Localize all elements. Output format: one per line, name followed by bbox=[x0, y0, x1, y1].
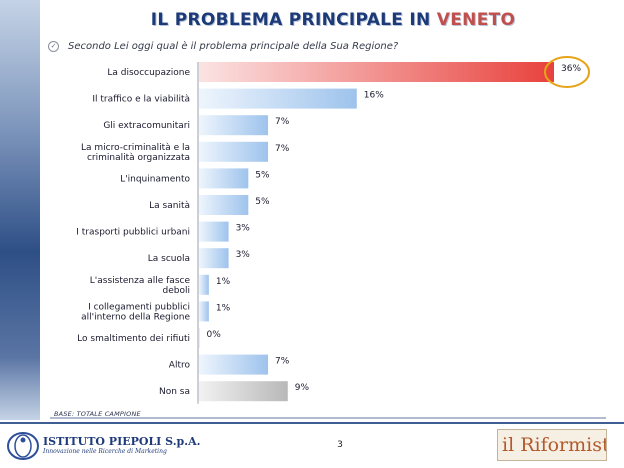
value-label-10: 0% bbox=[207, 330, 222, 340]
bar-chart: La disoccupazione 36% Il traffico e la via… bbox=[50, 56, 606, 419]
slide-title: IL PROBLEMA PRINCIPALE IN VENETO bbox=[50, 10, 616, 30]
footer-divider bbox=[0, 422, 624, 424]
bar-5 bbox=[199, 195, 249, 215]
value-label-8: 1% bbox=[216, 277, 231, 287]
category-label-10: Lo smaltimento dei rifiuti bbox=[77, 334, 190, 344]
page-number: 3 bbox=[337, 440, 343, 450]
piepoli-emblem-icon bbox=[7, 432, 39, 460]
value-label-5: 5% bbox=[255, 197, 270, 207]
piepoli-text: ISTITUTO PIEPOLI S.p.A. Innovazione nell… bbox=[43, 436, 200, 456]
category-label-8: L'assistenza alle fasce deboli bbox=[90, 276, 191, 296]
category-label-2: Gli extracomunitari bbox=[103, 121, 190, 131]
value-label-12: 9% bbox=[295, 383, 310, 393]
survey-question: Secondo Lei oggi qual è il problema prin… bbox=[68, 40, 399, 52]
piepoli-name: ISTITUTO PIEPOLI S.p.A. bbox=[43, 435, 201, 448]
il-riformista-logo: il Riformista bbox=[497, 429, 607, 461]
title-region: VENETO bbox=[436, 10, 516, 30]
question-bullet-icon: ✓ bbox=[48, 40, 59, 52]
category-label-4: L'inquinamento bbox=[120, 174, 190, 184]
value-label-9: 1% bbox=[216, 303, 231, 313]
bar-8 bbox=[199, 274, 209, 295]
bar-6 bbox=[199, 221, 229, 242]
value-label-7: 3% bbox=[236, 250, 251, 260]
category-label-9: I collegamenti pubblici all'interno della… bbox=[81, 302, 190, 322]
bar-4 bbox=[199, 168, 249, 189]
value-label-4: 5% bbox=[255, 170, 270, 180]
category-label-3: La micro-criminalità e la criminalità org… bbox=[81, 143, 190, 163]
value-label-6: 3% bbox=[236, 224, 251, 234]
category-label-0: La disoccupazione bbox=[107, 68, 190, 78]
bar-2 bbox=[199, 115, 269, 136]
piepoli-tagline: Innovazione nelle Ricerche di Marketing bbox=[43, 448, 167, 455]
bar-11 bbox=[199, 354, 269, 375]
title-prefix: IL PROBLEMA PRINCIPALE IN bbox=[150, 10, 437, 30]
bar-1 bbox=[199, 88, 357, 109]
bar-0 bbox=[199, 62, 554, 82]
category-label-11: Altro bbox=[169, 361, 191, 371]
bar-9 bbox=[199, 301, 209, 322]
value-label-1: 16% bbox=[364, 91, 384, 101]
highlight-ring bbox=[544, 56, 590, 88]
bar-7 bbox=[199, 248, 229, 269]
bar-12 bbox=[199, 381, 288, 402]
question-row: ✓ Secondo Lei oggi qual è il problema pr… bbox=[48, 39, 398, 53]
category-label-6: I trasporti pubblici urbani bbox=[76, 228, 190, 238]
istituto-piepoli-logo: ISTITUTO PIEPOLI S.p.A. Innovazione nell… bbox=[6, 428, 200, 464]
bar-3 bbox=[199, 141, 269, 162]
category-label-5: La sanità bbox=[149, 201, 190, 211]
bar-10 bbox=[199, 328, 200, 348]
category-label-12: Non sa bbox=[159, 387, 190, 397]
base-note: BASE: TOTALE CAMPIONE bbox=[54, 410, 141, 418]
category-label-7: La scuola bbox=[148, 254, 190, 264]
value-label-11: 7% bbox=[275, 357, 290, 367]
left-decorative-band bbox=[0, 0, 40, 420]
value-label-0: 36% bbox=[561, 64, 581, 74]
value-label-3: 7% bbox=[275, 144, 290, 154]
category-label-1: Il traffico e la viabilità bbox=[92, 95, 190, 105]
value-label-2: 7% bbox=[275, 117, 290, 127]
